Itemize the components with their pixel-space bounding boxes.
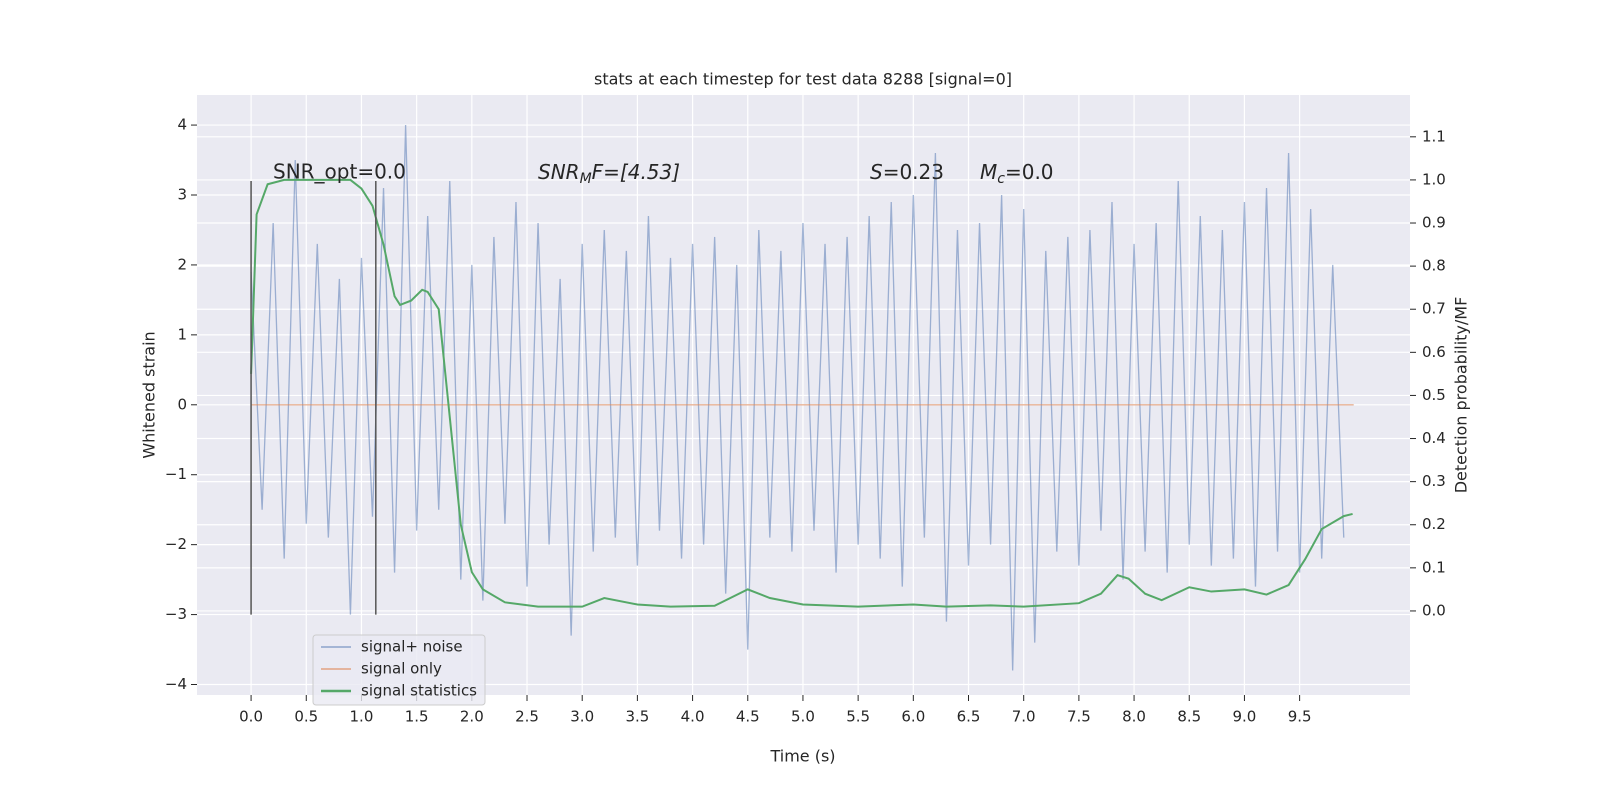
x-tick-label: 4.5 bbox=[736, 708, 760, 726]
y-tick-label: 4 bbox=[177, 116, 187, 134]
y2-tick-label: 0.8 bbox=[1422, 257, 1446, 275]
x-tick-label: 4.0 bbox=[681, 708, 705, 726]
y-tick-label: 3 bbox=[177, 186, 187, 204]
y2-tick-label: 0.3 bbox=[1422, 472, 1446, 490]
x-tick-label: 2.0 bbox=[460, 708, 484, 726]
annotation: Mc=0.0 bbox=[980, 160, 1054, 188]
legend-label: signal only bbox=[361, 660, 442, 678]
y2-tick-label: 0.0 bbox=[1422, 601, 1446, 619]
annotation-part: F=[4.53] bbox=[592, 160, 680, 184]
x-tick-label: 7.5 bbox=[1067, 708, 1091, 726]
series-line bbox=[250, 125, 1345, 671]
y-tick-label: −2 bbox=[165, 535, 187, 553]
annotation: SNRMF=[4.53] bbox=[538, 160, 680, 188]
annotation-sub: c bbox=[997, 171, 1005, 187]
x-tick-label: 5.0 bbox=[791, 708, 815, 726]
x-tick-label: 9.0 bbox=[1233, 708, 1257, 726]
y2-tick-label: 1.0 bbox=[1422, 170, 1446, 188]
y2-tick-label: 0.9 bbox=[1422, 214, 1446, 232]
series-line bbox=[250, 178, 1353, 608]
y-tick-label: 1 bbox=[177, 325, 187, 343]
x-axis-label: Time (s) bbox=[769, 747, 835, 766]
y-axis-label: Whitened strain bbox=[140, 331, 159, 458]
annotation: SNR_opt=0.0 bbox=[273, 160, 406, 184]
annotation-part: SNR bbox=[538, 160, 580, 184]
x-tick-label: 3.0 bbox=[570, 708, 594, 726]
y2-tick-label: 0.2 bbox=[1422, 515, 1446, 533]
x-tick-label: 6.5 bbox=[957, 708, 981, 726]
y-tick-label: 2 bbox=[177, 255, 187, 273]
y-tick-label: −1 bbox=[165, 465, 187, 483]
y-tick-label: −4 bbox=[165, 675, 187, 693]
y2-tick-label: 1.1 bbox=[1422, 127, 1446, 145]
x-tick-label: 6.0 bbox=[901, 708, 925, 726]
legend-label: signal statistics bbox=[361, 682, 477, 700]
x-tick-label: 8.5 bbox=[1177, 708, 1201, 726]
annotation-part: M bbox=[980, 160, 997, 184]
x-tick-label: 0.5 bbox=[294, 708, 318, 726]
x-tick-label: 0.0 bbox=[239, 708, 263, 726]
legend-label: signal+ noise bbox=[361, 638, 463, 656]
x-tick-label: 5.5 bbox=[846, 708, 870, 726]
x-tick-label: 3.5 bbox=[625, 708, 649, 726]
x-tick-label: 2.5 bbox=[515, 708, 539, 726]
x-tick-label: 9.5 bbox=[1288, 708, 1312, 726]
annotation-part: =0.23 bbox=[883, 160, 944, 184]
y2-tick-label: 0.6 bbox=[1422, 343, 1446, 361]
annotation-sub: M bbox=[580, 171, 592, 187]
x-tick-label: 1.5 bbox=[405, 708, 429, 726]
legend-box bbox=[312, 634, 486, 706]
x-tick-label: 8.0 bbox=[1122, 708, 1146, 726]
y2-axis-label: Detection probability/MF bbox=[1452, 297, 1471, 494]
y-tick-label: 0 bbox=[177, 395, 187, 413]
annotation-part: S bbox=[870, 160, 883, 184]
y2-tick-label: 0.1 bbox=[1422, 558, 1446, 576]
y2-tick-label: 0.7 bbox=[1422, 300, 1446, 318]
annotation-part: =0.0 bbox=[1005, 160, 1054, 184]
x-tick-label: 1.0 bbox=[350, 708, 374, 726]
x-tick-label: 7.0 bbox=[1012, 708, 1036, 726]
y2-tick-label: 0.5 bbox=[1422, 386, 1446, 404]
annotation: S=0.23 bbox=[870, 160, 944, 184]
chart-title: stats at each timestep for test data 828… bbox=[594, 70, 1012, 89]
y-tick-label: −3 bbox=[165, 605, 187, 623]
y2-tick-label: 0.4 bbox=[1422, 429, 1446, 447]
